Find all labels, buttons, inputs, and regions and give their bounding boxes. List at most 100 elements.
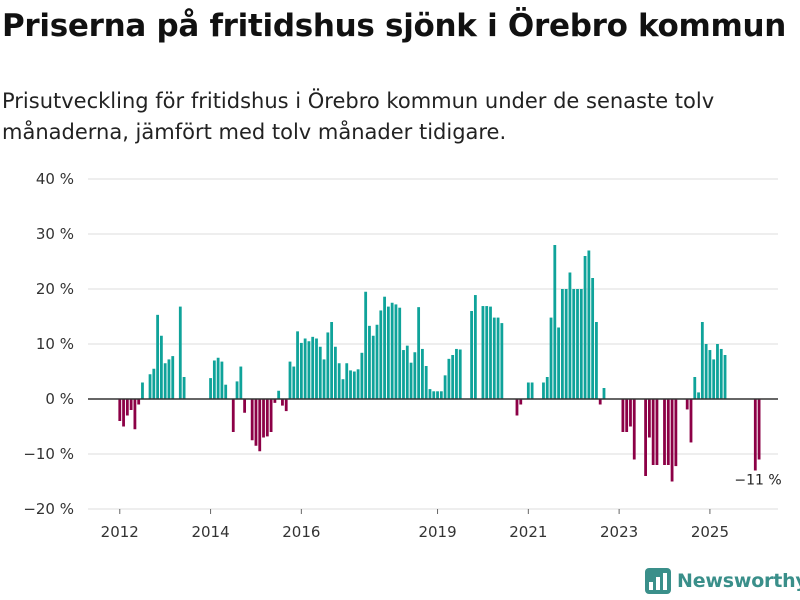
bar <box>254 399 258 446</box>
bar <box>621 399 625 432</box>
bar <box>379 310 383 399</box>
bar <box>258 399 262 452</box>
bar <box>178 306 182 399</box>
bar <box>390 302 394 399</box>
bar <box>299 342 303 399</box>
bar <box>655 399 659 465</box>
bar <box>163 363 167 399</box>
brand: Newsworthy <box>645 568 800 594</box>
bar <box>125 399 129 416</box>
bar <box>239 366 243 399</box>
bar <box>171 356 175 399</box>
bar <box>697 392 700 399</box>
bar <box>557 327 560 399</box>
bar <box>545 377 549 399</box>
bar <box>148 374 152 399</box>
bar <box>137 399 141 405</box>
bar <box>405 345 409 399</box>
bar <box>383 296 386 399</box>
bar <box>262 399 265 438</box>
x-tick-label: 2025 <box>691 523 729 541</box>
bar <box>315 338 318 399</box>
bar <box>364 291 368 399</box>
bar <box>284 399 288 412</box>
x-tick-label: 2019 <box>418 523 456 541</box>
bar <box>693 377 697 399</box>
bar <box>674 399 678 467</box>
x-tick-label: 2023 <box>600 523 638 541</box>
bar <box>243 399 247 413</box>
bar <box>458 349 462 399</box>
bar <box>753 399 757 471</box>
bar <box>167 359 171 399</box>
bar <box>625 399 629 432</box>
bar <box>182 377 186 399</box>
bar <box>629 399 632 427</box>
bar <box>122 399 125 427</box>
bar <box>447 358 451 399</box>
bars <box>118 245 761 482</box>
bar <box>663 399 666 465</box>
y-axis-tick-labels: −20 % −10 % 0 % 10 % 20 % 30 % 40 % <box>23 170 74 518</box>
bar <box>417 307 421 399</box>
bar <box>587 250 591 399</box>
y-tick-label: 30 % <box>36 225 74 243</box>
bar <box>666 399 670 465</box>
bar <box>360 352 364 399</box>
bar <box>689 399 693 443</box>
bar <box>409 362 413 399</box>
bar <box>708 350 712 399</box>
bar <box>757 399 761 460</box>
bar <box>394 304 398 399</box>
bar <box>568 272 572 399</box>
bar <box>231 399 235 432</box>
bar <box>212 360 216 399</box>
bar <box>337 363 341 399</box>
bar <box>700 322 704 399</box>
bar <box>269 399 273 432</box>
bar <box>371 335 375 399</box>
bar <box>428 389 432 399</box>
bar <box>349 370 352 399</box>
bar <box>500 323 504 399</box>
bar <box>303 338 307 399</box>
bar <box>647 399 651 438</box>
x-axis-tick-labels: 2012 2014 2016 2019 2021 2023 2025 <box>101 509 729 541</box>
bar <box>398 307 402 399</box>
bar <box>602 388 606 399</box>
bar <box>451 355 455 399</box>
bar <box>352 371 356 399</box>
bar <box>716 344 719 399</box>
chart-title: Priserna på fritidshus sjönk i Örebro ko… <box>2 8 787 44</box>
bar <box>250 399 254 441</box>
bar <box>549 317 553 399</box>
bar <box>129 399 133 410</box>
bar <box>489 306 492 399</box>
bar <box>496 317 500 399</box>
bar <box>439 391 443 399</box>
y-tick-label: 20 % <box>36 280 74 298</box>
bar <box>651 399 655 465</box>
bar <box>526 382 530 399</box>
bar <box>644 399 647 476</box>
bar <box>220 361 224 399</box>
bar <box>470 311 473 399</box>
bar <box>473 295 477 399</box>
bar <box>141 382 144 399</box>
bar <box>133 399 137 430</box>
bar-chart: −20 %−10 %0 %10 %20 %30 %40 % 2012 2014 20… <box>23 170 781 541</box>
bar <box>216 357 220 399</box>
x-tick-label: 2014 <box>191 523 229 541</box>
bar <box>235 381 239 399</box>
bar <box>273 399 277 403</box>
bar <box>296 331 299 399</box>
y-tick-label: −10 % <box>23 445 74 463</box>
x-tick-label: 2021 <box>509 523 547 541</box>
bar <box>712 359 716 399</box>
bar <box>375 324 379 399</box>
bar <box>598 399 602 405</box>
brand-name: Newsworthy <box>677 570 800 592</box>
bar <box>421 348 424 399</box>
bar <box>277 390 281 399</box>
bar <box>386 306 390 399</box>
